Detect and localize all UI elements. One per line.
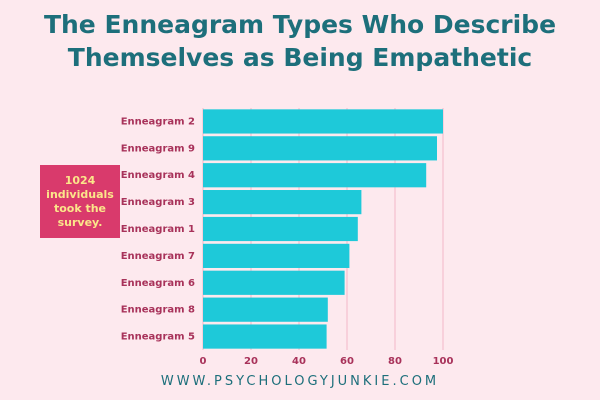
x-tick-label: 0 xyxy=(200,356,207,367)
y-tick-label: Enneagram 7 xyxy=(121,251,195,262)
chart-title: The Enneagram Types Who Describe Themsel… xyxy=(43,10,557,72)
y-tick-label: Enneagram 9 xyxy=(121,143,195,154)
bar xyxy=(203,324,327,349)
bar xyxy=(203,243,350,268)
bar xyxy=(203,297,328,322)
y-tick-label: Enneagram 1 xyxy=(121,224,195,235)
x-tick-label: 20 xyxy=(244,356,258,367)
y-tick-label: Enneagram 8 xyxy=(121,305,195,316)
bar xyxy=(203,163,427,188)
footer: WWW.PSYCHOLOGYJUNKIE.COM xyxy=(160,374,440,389)
bar xyxy=(203,136,437,161)
y-tick-label: Enneagram 6 xyxy=(121,278,195,289)
x-tick-label: 60 xyxy=(340,356,354,367)
x-tick-label: 40 xyxy=(292,356,306,367)
bar xyxy=(203,109,443,134)
annotation: 1024 individuals took the survey. xyxy=(40,165,120,238)
bar xyxy=(203,190,362,215)
y-tick-label: Enneagram 2 xyxy=(121,116,195,127)
x-tick-label: 100 xyxy=(433,356,454,367)
bar xyxy=(203,216,358,242)
y-tick-label: Enneagram 4 xyxy=(121,170,195,181)
y-tick-label: Enneagram 3 xyxy=(121,197,195,208)
x-tick-label: 80 xyxy=(388,356,402,367)
y-tick-label: Enneagram 5 xyxy=(121,332,195,343)
bar xyxy=(203,270,345,295)
